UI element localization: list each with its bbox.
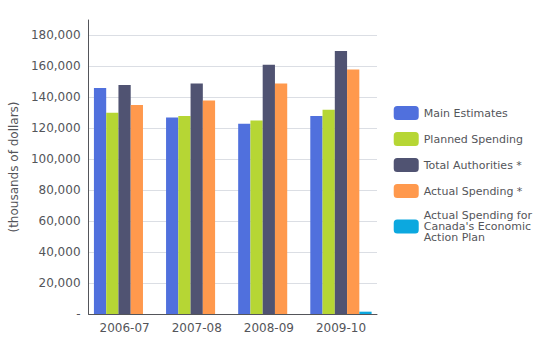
svg-text:40,000: 40,000 [39,245,81,259]
svg-text:2006-07: 2006-07 [100,321,150,335]
svg-text:Actual Spending for: Actual Spending for [423,209,532,222]
svg-text:20,000: 20,000 [39,276,81,290]
svg-text:80,000: 80,000 [39,183,81,197]
svg-text:Total Authorities *: Total Authorities * [423,159,523,172]
svg-text:2007-08: 2007-08 [172,321,222,335]
svg-text:Actual Spending *: Actual Spending * [424,185,523,198]
svg-text:140,000: 140,000 [31,90,81,104]
svg-text:100,000: 100,000 [31,152,81,166]
svg-text:Canada's Economic: Canada's Economic [423,220,532,233]
svg-text:2009-10: 2009-10 [316,321,366,335]
svg-text:120,000: 120,000 [31,121,81,135]
svg-text:Main Estimates: Main Estimates [424,107,508,120]
svg-text:-: - [76,307,80,321]
svg-text:180,000: 180,000 [31,28,81,42]
svg-text:2008-09: 2008-09 [244,321,294,335]
svg-text:Planned Spending: Planned Spending [424,133,523,146]
svg-text:Action Plan: Action Plan [424,231,485,244]
svg-text:(thousands of dollars): (thousands of dollars) [7,101,21,232]
svg-text:60,000: 60,000 [39,214,81,228]
svg-text:160,000: 160,000 [31,59,81,73]
